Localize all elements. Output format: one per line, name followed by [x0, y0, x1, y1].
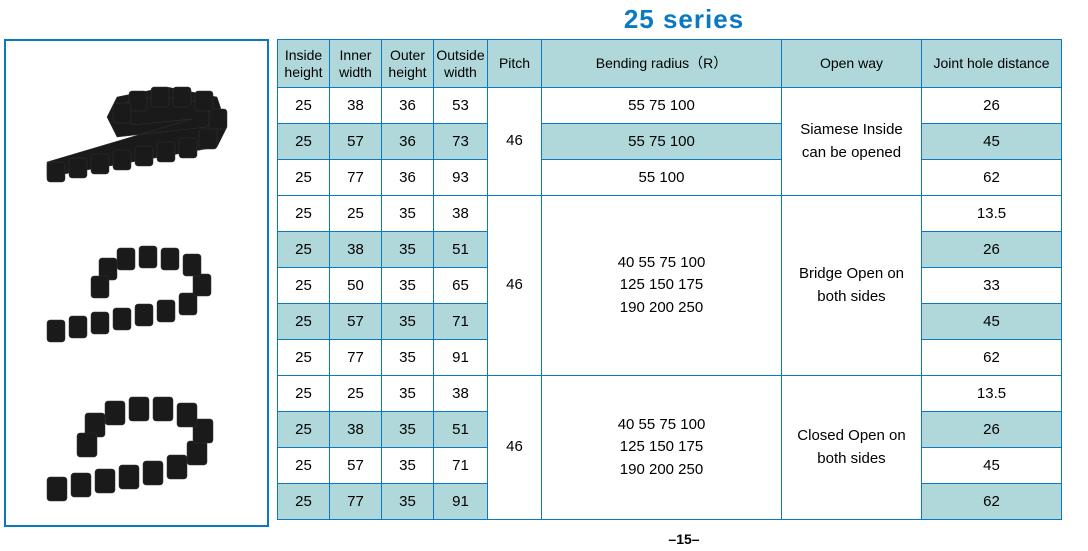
cell: 36 — [382, 124, 434, 160]
cell: 25 — [278, 448, 330, 484]
col-open-way: Open way — [782, 40, 922, 88]
product-image-box — [4, 39, 269, 527]
cell: 73 — [434, 124, 488, 160]
col-outside-width: Outside width — [434, 40, 488, 88]
cell: 35 — [382, 232, 434, 268]
table-row: 252535384640 55 75 100 125 150 175 190 2… — [278, 376, 1062, 412]
col-pitch: Pitch — [488, 40, 542, 88]
cell-joint-hole: 26 — [922, 88, 1062, 124]
cell-joint-hole: 45 — [922, 448, 1062, 484]
cable-chain-illustration-1 — [17, 47, 257, 197]
table-row: 252535384640 55 75 100 125 150 175 190 2… — [278, 196, 1062, 232]
cell-joint-hole: 62 — [922, 160, 1062, 196]
cell: 50 — [330, 268, 382, 304]
cell: 35 — [382, 412, 434, 448]
col-joint-hole: Joint hole distance — [922, 40, 1062, 88]
cell: 36 — [382, 88, 434, 124]
cell: 38 — [434, 376, 488, 412]
cell: 36 — [382, 160, 434, 196]
col-bending-radius: Bending radius（R） — [542, 40, 782, 88]
page-number: –15– — [284, 531, 1084, 547]
cell: 25 — [278, 412, 330, 448]
cell: 25 — [278, 304, 330, 340]
cell-bending-radius: 55 100 — [542, 160, 782, 196]
cell: 35 — [382, 268, 434, 304]
page-title: 25 series — [284, 4, 1084, 35]
cell-joint-hole: 45 — [922, 124, 1062, 160]
cell: 38 — [434, 196, 488, 232]
col-inner-width: Inner width — [330, 40, 382, 88]
cell: 57 — [330, 304, 382, 340]
cable-chain-illustration-3 — [17, 369, 257, 519]
cell: 35 — [382, 448, 434, 484]
cell: 25 — [278, 232, 330, 268]
cell: 93 — [434, 160, 488, 196]
cell: 35 — [382, 196, 434, 232]
cell-pitch: 46 — [488, 88, 542, 196]
cell: 91 — [434, 340, 488, 376]
cell: 35 — [382, 304, 434, 340]
cell: 35 — [382, 376, 434, 412]
cell: 25 — [278, 88, 330, 124]
cell-bending-radius: 55 75 100 — [542, 124, 782, 160]
cell: 38 — [330, 232, 382, 268]
cell: 25 — [330, 376, 382, 412]
cell-joint-hole: 62 — [922, 340, 1062, 376]
cell: 25 — [278, 340, 330, 376]
cell: 77 — [330, 160, 382, 196]
cable-chain-illustration-2 — [17, 208, 257, 358]
cell-joint-hole: 45 — [922, 304, 1062, 340]
cell-joint-hole: 26 — [922, 412, 1062, 448]
cell: 35 — [382, 340, 434, 376]
cell: 38 — [330, 412, 382, 448]
col-outer-height: Outer height — [382, 40, 434, 88]
cell-bending-radius: 55 75 100 — [542, 88, 782, 124]
cell-bending-radius: 40 55 75 100 125 150 175 190 200 250 — [542, 196, 782, 376]
cell: 25 — [278, 484, 330, 520]
cell-joint-hole: 26 — [922, 232, 1062, 268]
cell: 77 — [330, 484, 382, 520]
cell: 77 — [330, 340, 382, 376]
table-row: 25773693 55 100 62 — [278, 160, 1062, 196]
cell: 25 — [278, 376, 330, 412]
cell: 25 — [278, 124, 330, 160]
cell-joint-hole: 13.5 — [922, 376, 1062, 412]
cell: 35 — [382, 484, 434, 520]
cell-joint-hole: 62 — [922, 484, 1062, 520]
cell: 25 — [278, 196, 330, 232]
cell-joint-hole: 33 — [922, 268, 1062, 304]
cell: 38 — [330, 88, 382, 124]
cell-bending-radius: 40 55 75 100 125 150 175 190 200 250 — [542, 376, 782, 520]
cell: 51 — [434, 412, 488, 448]
table-row: 25573673 55 75 100 45 — [278, 124, 1062, 160]
cell-open-way: Closed Open on both sides — [782, 376, 922, 520]
table-header-row: Inside height Inner width Outer height O… — [278, 40, 1062, 88]
cell: 57 — [330, 448, 382, 484]
cell: 65 — [434, 268, 488, 304]
cell: 25 — [278, 268, 330, 304]
cell-pitch: 46 — [488, 196, 542, 376]
col-inside-height: Inside height — [278, 40, 330, 88]
cell: 25 — [330, 196, 382, 232]
cell: 25 — [278, 160, 330, 196]
table-row: 253836534655 75 100Siamese Inside can be… — [278, 88, 1062, 124]
cell-joint-hole: 13.5 — [922, 196, 1062, 232]
cell: 71 — [434, 304, 488, 340]
cell-pitch: 46 — [488, 376, 542, 520]
cell: 51 — [434, 232, 488, 268]
cell: 91 — [434, 484, 488, 520]
cell: 53 — [434, 88, 488, 124]
cell-open-way: Bridge Open on both sides — [782, 196, 922, 376]
cell: 71 — [434, 448, 488, 484]
cell: 57 — [330, 124, 382, 160]
cell-open-way: Siamese Inside can be opened — [782, 88, 922, 196]
spec-table: Inside height Inner width Outer height O… — [277, 39, 1062, 520]
